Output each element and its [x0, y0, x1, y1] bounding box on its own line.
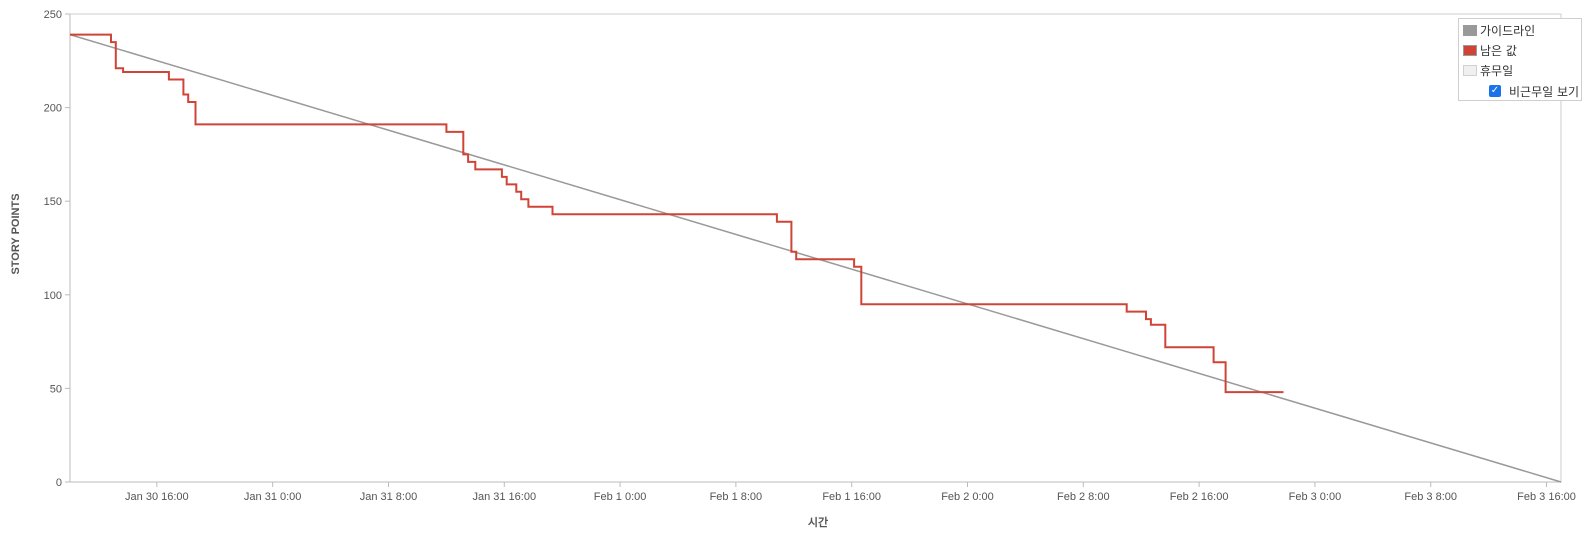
checkbox-checked-icon[interactable]: ✓ — [1489, 85, 1501, 97]
legend-item-nonworking[interactable]: 휴무일 — [1463, 62, 1513, 78]
show-nonworking-toggle[interactable]: ✓ 비근무일 보기 — [1489, 83, 1579, 99]
y-tick-label: 250 — [44, 9, 62, 21]
x-axis-title: 시간 — [808, 515, 828, 529]
x-tick-label: Feb 2 0:00 — [941, 491, 994, 503]
y-tick-label: 0 — [56, 477, 62, 489]
x-tick-label: Feb 3 8:00 — [1404, 491, 1457, 503]
x-tick-label: Jan 31 0:00 — [244, 491, 302, 503]
legend-label-guideline: 가이드라인 — [1480, 23, 1536, 38]
y-tick-label: 100 — [44, 290, 62, 302]
remaining-series-line — [70, 33, 1284, 394]
x-tick-label: Feb 3 0:00 — [1289, 491, 1342, 503]
y-tick-label: 200 — [44, 103, 62, 115]
y-tick-label: 50 — [50, 383, 62, 395]
x-tick-label: Feb 2 8:00 — [1057, 491, 1110, 503]
guideline-swatch — [1463, 24, 1477, 36]
legend-item-remaining[interactable]: 남은 값 — [1463, 42, 1517, 58]
y-axis-title: STORY POINTS — [10, 193, 22, 274]
x-tick-label: Jan 30 16:00 — [125, 491, 189, 503]
x-tick-label: Feb 1 16:00 — [822, 491, 881, 503]
x-tick-label: Feb 2 16:00 — [1170, 491, 1229, 503]
y-tick-label: 150 — [44, 196, 62, 208]
legend-label-remaining: 남은 값 — [1480, 43, 1517, 58]
nonworking-swatch — [1463, 64, 1477, 76]
plot-border — [69, 13, 1562, 483]
legend-label-nonworking: 휴무일 — [1480, 63, 1514, 78]
x-tick-label: Feb 3 16:00 — [1517, 491, 1576, 503]
remaining-swatch — [1463, 44, 1477, 56]
x-tick-label: Jan 31 8:00 — [360, 491, 418, 503]
legend-item-guideline[interactable]: 가이드라인 — [1463, 22, 1535, 38]
chart-legend: 가이드라인 남은 값 휴무일 ✓ 비근무일 보기 — [1458, 18, 1582, 101]
x-tick-label: Jan 31 16:00 — [472, 491, 536, 503]
x-tick-label: Feb 1 8:00 — [710, 491, 763, 503]
toggle-label: 비근무일 보기 — [1509, 84, 1580, 99]
x-tick-label: Feb 1 0:00 — [594, 491, 647, 503]
